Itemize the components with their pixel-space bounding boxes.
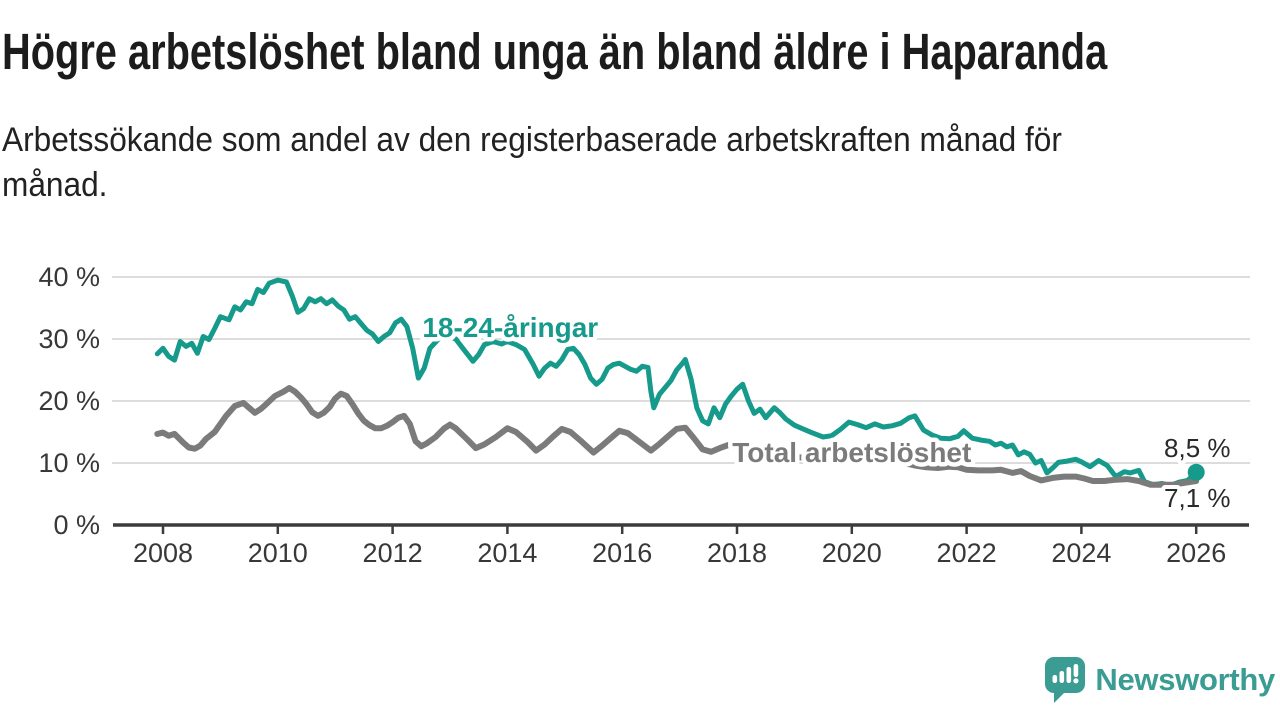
- series-label-18-24-åringar: 18-24-åringar: [422, 312, 598, 343]
- speech-bubble-shape: [1045, 657, 1086, 703]
- x-tick-label: 2010: [248, 538, 308, 568]
- x-tick-label: 2026: [1166, 538, 1226, 568]
- x-tick-label: 2018: [707, 538, 767, 568]
- subtitle-line-2: månad.: [2, 166, 108, 204]
- newsworthy-logo-icon: [1045, 657, 1086, 703]
- page-title: Högre arbetslöshet bland unga än bland ä…: [2, 23, 1108, 80]
- newsworthy-brand: Newsworthy: [1044, 656, 1275, 703]
- end-value-label: 7,1 %: [1164, 483, 1231, 513]
- series-end-dot: [1187, 463, 1205, 481]
- subtitle-line-1: Arbetssökande som andel av den registerb…: [2, 121, 1062, 159]
- bar-large: [1066, 667, 1072, 683]
- x-tick-label: 2016: [592, 538, 652, 568]
- y-tick-label: 30 %: [38, 324, 100, 354]
- line-chart: 0 % 10 % 20 % 30 % 40 % 2008 2010 2012 2014 2016 2…: [38, 262, 1250, 568]
- x-tick-label: 2024: [1051, 538, 1111, 568]
- x-tick-label: 2008: [133, 538, 193, 568]
- chart-subtitle: Arbetssökande som andel av den registerb…: [2, 118, 1062, 208]
- exclamation-dot: [1073, 678, 1079, 684]
- x-tick-label: 2020: [822, 538, 882, 568]
- y-tick-label: 0 %: [53, 510, 100, 540]
- x-tick-label: 2012: [363, 538, 423, 568]
- bar-small: [1052, 675, 1058, 683]
- x-tick-label: 2022: [937, 538, 997, 568]
- series-line-total-arbetslöshet: [154, 385, 1200, 488]
- y-tick-label: 20 %: [38, 386, 100, 416]
- x-tick-label: 2014: [477, 538, 537, 568]
- series-line-18-24-åringar: [154, 277, 1199, 488]
- end-value-label: 8,5 %: [1164, 433, 1231, 463]
- exclamation-stem: [1073, 664, 1079, 677]
- brand-name: Newsworthy: [1095, 661, 1275, 697]
- y-tick-label: 10 %: [38, 448, 100, 478]
- bar-medium: [1059, 671, 1065, 683]
- series-label-total-arbetslöshet: Total arbetslöshet: [732, 437, 971, 468]
- y-tick-label: 40 %: [38, 262, 100, 292]
